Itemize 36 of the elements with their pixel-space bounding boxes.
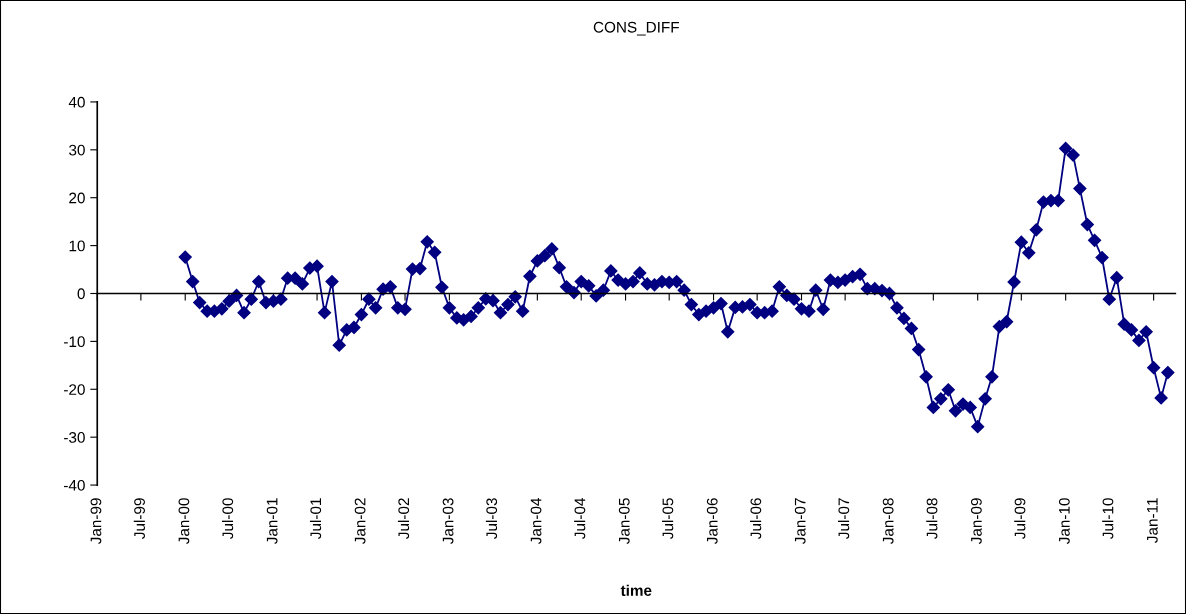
x-tick-label: Jul-00 — [221, 498, 234, 539]
y-tick-label: -10 — [64, 336, 85, 348]
x-tick-label: Jan-99 — [90, 498, 102, 545]
x-tick-label: Jul-03 — [485, 498, 498, 539]
x-tick-label: Jan-01 — [266, 498, 278, 545]
x-axis-title: time — [620, 584, 652, 596]
y-tick-label: 20 — [69, 192, 85, 204]
x-tick-label: Jan-06 — [706, 498, 718, 545]
x-tick-label: Jan-04 — [530, 498, 542, 545]
y-tick-label: -20 — [64, 384, 85, 395]
y-tick-label: 0 — [77, 288, 85, 300]
x-tick-label: Jan-02 — [354, 498, 366, 545]
x-tick-label: Jul-06 — [750, 498, 762, 539]
x-tick-label: Jan-07 — [794, 498, 806, 545]
x-tick-label: Jan-05 — [618, 498, 630, 545]
x-tick-label: Jul-08 — [926, 498, 938, 539]
x-tick-label: Jan-00 — [178, 498, 190, 545]
x-tick-label: Jul-09 — [1014, 498, 1026, 539]
x-tick-label: Jan-11 — [1147, 498, 1158, 543]
y-tick-label: 10 — [69, 240, 85, 252]
x-tick-label: Jan-10 — [1058, 498, 1070, 545]
x-tick-label: Jul-05 — [662, 498, 674, 539]
y-tick-label: -30 — [64, 432, 85, 443]
y-tick-label: -40 — [64, 479, 85, 491]
x-tick-label: Jul-99 — [133, 498, 145, 539]
x-tick-label: Jan-03 — [442, 498, 454, 545]
y-tick-label: 30 — [69, 144, 85, 156]
x-tick-label: Jul-07 — [838, 498, 850, 539]
x-tick-label: Jul-02 — [397, 498, 410, 539]
y-tick-label: 40 — [68, 96, 85, 108]
x-tick-label: Jul-04 — [574, 498, 586, 539]
x-tick-label: Jan-08 — [882, 498, 894, 545]
x-tick-label: Jul-01 — [309, 498, 322, 539]
x-tick-label: Jan-09 — [970, 498, 982, 545]
x-tick-label: Jul-10 — [1102, 498, 1114, 539]
chart-title: CONS_DIFF — [593, 21, 679, 36]
